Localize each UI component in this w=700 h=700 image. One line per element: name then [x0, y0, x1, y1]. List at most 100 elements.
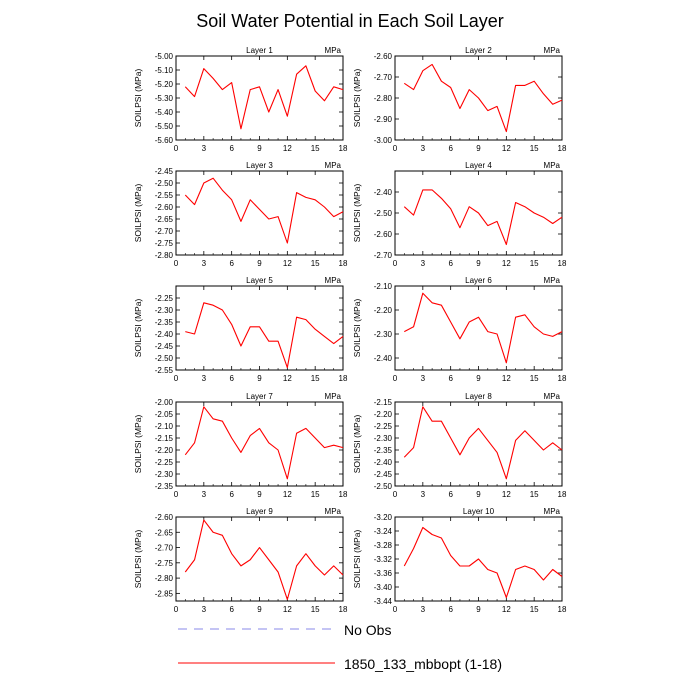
x-tick-label: 6: [448, 490, 453, 499]
x-tick-label: 15: [311, 490, 320, 499]
x-tick-label: 18: [339, 259, 348, 268]
x-tick-label: 18: [339, 490, 348, 499]
plot-frame-6: [394, 285, 563, 371]
x-tick-label: 3: [421, 374, 426, 383]
y-tick-label: -2.75: [155, 559, 174, 568]
x-tick-label: 12: [502, 144, 511, 153]
panel-title-10: Layer 10: [463, 507, 495, 516]
panel-unit-7: MPa: [325, 392, 342, 401]
series-line-layer-4: [403, 189, 563, 246]
panel-layer-10: Layer 10 MPa 0 3 6 9 12 15 18 -3.44 -3.40 -3.36 -3.3…: [352, 507, 567, 614]
y-tick-label: -3.28: [374, 541, 393, 550]
panel-unit-5: MPa: [325, 276, 342, 285]
plot-frame-5: [175, 285, 344, 371]
plot-frame-3: [175, 170, 344, 256]
y-axis-label-7: SOILPSI (MPa): [133, 415, 143, 474]
panel-title-7: Layer 7: [246, 392, 273, 401]
y-tick-label: -2.75: [155, 239, 174, 248]
y-tick-label: -2.20: [155, 446, 174, 455]
series-line-layer-8: [403, 406, 563, 480]
panel-layer-3: Layer 3 MPa 0 3 6 9 12 15 18 -2.80 -2.75 -2.70 -2.65…: [133, 161, 348, 268]
panel-title-3: Layer 3: [246, 161, 273, 170]
x-tick-label: 9: [257, 374, 262, 383]
y-tick-label: -2.35: [155, 482, 174, 491]
panel-unit-4: MPa: [544, 161, 561, 170]
x-tick-label: 18: [339, 374, 348, 383]
x-tick-label: 6: [448, 605, 453, 614]
legend-label-no-obs: No Obs: [344, 622, 391, 638]
x-tick-label: 9: [476, 374, 481, 383]
x-tick-label: 3: [202, 490, 207, 499]
y-axis-label-9: SOILPSI (MPa): [133, 530, 143, 589]
y-tick-label: -2.70: [155, 544, 174, 553]
y-tick-label: -3.40: [374, 583, 393, 592]
y-tick-label: -3.32: [374, 555, 393, 564]
x-tick-label: 0: [174, 374, 179, 383]
x-tick-label: 0: [393, 374, 398, 383]
x-tick-label: 12: [283, 490, 292, 499]
panel-title-5: Layer 5: [246, 276, 273, 285]
x-tick-label: 18: [558, 374, 567, 383]
y-tick-label: -2.35: [155, 318, 174, 327]
legend-label-model: 1850_133_mbbopt (1-18): [344, 656, 502, 672]
y-tick-label: -2.80: [155, 251, 174, 260]
x-tick-label: 15: [530, 490, 539, 499]
x-tick-label: 12: [502, 259, 511, 268]
y-tick-label: -5.00: [155, 52, 174, 61]
y-tick-label: -2.70: [374, 73, 393, 82]
x-tick-label: 3: [421, 259, 426, 268]
y-tick-label: -2.30: [155, 306, 174, 315]
x-tick-label: 9: [257, 144, 262, 153]
y-tick-label: -2.45: [155, 167, 174, 176]
y-tick-label: -2.60: [155, 513, 174, 522]
x-tick-label: 15: [311, 605, 320, 614]
x-tick-label: 9: [257, 605, 262, 614]
y-tick-label: -3.24: [374, 527, 393, 536]
x-tick-label: 9: [476, 144, 481, 153]
y-axis-label-8: SOILPSI (MPa): [352, 415, 362, 474]
x-tick-label: 9: [257, 259, 262, 268]
series-line-layer-5: [185, 302, 344, 369]
y-tick-label: -2.30: [374, 434, 393, 443]
x-tick-label: 0: [393, 490, 398, 499]
x-tick-label: 12: [283, 374, 292, 383]
x-tick-label: 6: [229, 605, 234, 614]
y-tick-label: -2.70: [374, 251, 393, 260]
y-tick-label: -5.10: [155, 66, 174, 75]
y-axis-label-3: SOILPSI (MPa): [133, 184, 143, 243]
x-tick-label: 6: [448, 259, 453, 268]
x-tick-label: 3: [202, 605, 207, 614]
panel-unit-8: MPa: [544, 392, 561, 401]
x-tick-label: 15: [530, 374, 539, 383]
y-tick-label: -2.25: [155, 294, 174, 303]
y-tick-label: -3.20: [374, 513, 393, 522]
panel-unit-6: MPa: [544, 276, 561, 285]
y-tick-label: -2.70: [155, 227, 174, 236]
y-tick-label: -2.60: [155, 203, 174, 212]
x-tick-label: 18: [558, 259, 567, 268]
y-tick-label: -2.35: [374, 446, 393, 455]
panel-layer-1: Layer 1 MPa 0 3 6 9 12 15 18 -5.60 -5.50 -5.40 -5.30…: [133, 46, 348, 153]
y-tick-label: -2.90: [374, 115, 393, 124]
series-line-layer-10: [403, 526, 563, 599]
panel-layer-7: Layer 7 MPa 0 3 6 9 12 15 18 -2.35 -2.30 -2.25 -2.20…: [133, 392, 348, 499]
y-tick-label: -3.44: [374, 597, 393, 606]
panel-layer-8: Layer 8 MPa 0 3 6 9 12 15 18 -2.50 -2.45 -2.40 -2.35…: [352, 392, 567, 499]
series-line-layer-2: [403, 63, 563, 133]
x-tick-label: 9: [257, 490, 262, 499]
y-tick-label: -2.65: [155, 215, 174, 224]
y-tick-label: -5.50: [155, 122, 174, 131]
y-tick-label: -2.50: [374, 209, 393, 218]
x-tick-label: 9: [476, 490, 481, 499]
x-tick-label: 18: [339, 605, 348, 614]
panel-title-6: Layer 6: [465, 276, 492, 285]
panel-unit-9: MPa: [325, 507, 342, 516]
x-tick-label: 18: [558, 605, 567, 614]
x-tick-label: 0: [393, 605, 398, 614]
y-tick-label: -2.45: [374, 470, 393, 479]
plot-frame-1: [175, 55, 344, 141]
y-tick-label: -2.40: [374, 458, 393, 467]
y-tick-label: -2.40: [374, 354, 393, 363]
x-tick-label: 9: [476, 259, 481, 268]
panel-layer-2: Layer 2 MPa 0 3 6 9 12 15 18 -3.00 -2.90 -2.80 -2.70…: [352, 46, 567, 153]
